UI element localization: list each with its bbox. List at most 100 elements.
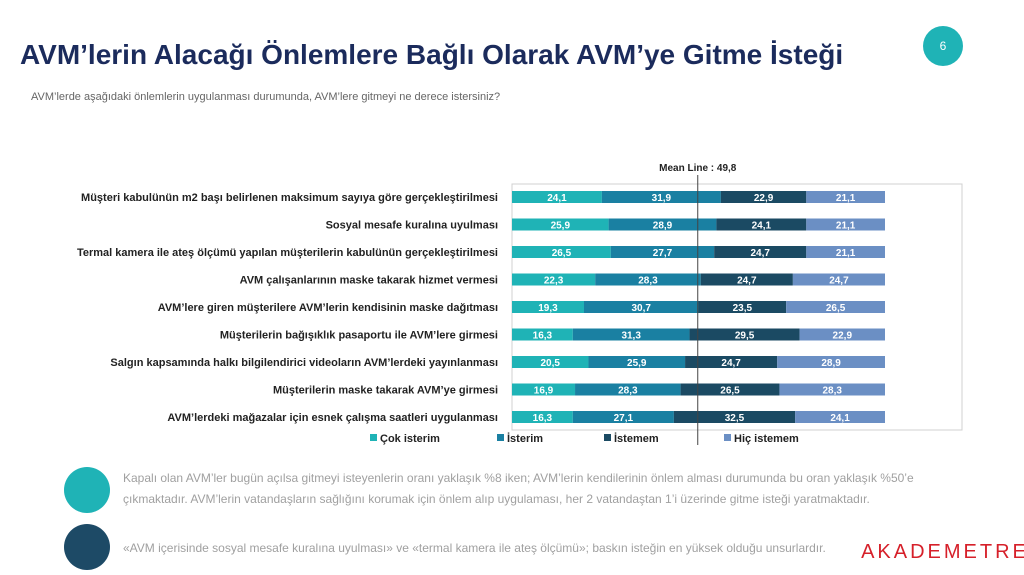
bar-segment xyxy=(512,328,573,341)
bar-segment xyxy=(512,246,611,258)
legend-swatch xyxy=(370,434,377,441)
value-label: 22,3 xyxy=(544,276,564,287)
bar-segment xyxy=(673,411,796,423)
bar-segment xyxy=(777,356,885,368)
bar-segment xyxy=(716,218,807,231)
note-icon xyxy=(64,467,110,513)
bar-segment xyxy=(512,301,584,313)
value-label: 28,3 xyxy=(638,276,658,287)
bar-segment xyxy=(795,411,885,423)
bar-segment xyxy=(806,191,885,203)
value-label: 28,9 xyxy=(821,358,841,369)
value-label: 23,5 xyxy=(733,303,753,314)
chart-subtitle: AVM’lerde aşağıdaki önlemlerin uygulanma… xyxy=(31,91,500,103)
value-label: 19,3 xyxy=(538,303,558,314)
bar-segment xyxy=(601,191,721,203)
bar-segment xyxy=(685,356,778,368)
bar-segment xyxy=(572,411,674,423)
legend-swatch xyxy=(604,434,611,441)
legend-label: Hiç istemem xyxy=(734,433,799,445)
value-label: 31,3 xyxy=(621,331,641,342)
logo: AKADEMETRE xyxy=(861,541,1024,563)
bar-segment xyxy=(786,301,885,313)
legend-swatch xyxy=(724,434,731,441)
value-label: 30,7 xyxy=(632,303,652,314)
category-label: Termal kamera ile ateş ölçümü yapılan mü… xyxy=(77,247,498,259)
value-label: 28,3 xyxy=(822,386,842,397)
value-label: 24,1 xyxy=(752,221,772,232)
bar-segment xyxy=(779,383,885,396)
value-label: 24,7 xyxy=(737,276,757,287)
value-label: 21,1 xyxy=(836,193,856,204)
value-label: 22,9 xyxy=(754,193,774,204)
chart-title: AVM’lerin Alacağı Önlemlere Bağlı Olarak… xyxy=(20,39,843,70)
value-label: 16,3 xyxy=(533,331,553,342)
value-label: 24,1 xyxy=(547,193,567,204)
note: «AVM içerisinde sosyal mesafe kuralına u… xyxy=(123,541,826,555)
value-label: 26,5 xyxy=(552,248,572,259)
category-label: Müşterilerin bağışıklık pasaportu ile AV… xyxy=(220,330,498,342)
value-label: 26,5 xyxy=(720,386,740,397)
value-label: 28,3 xyxy=(618,386,638,397)
bar-segment xyxy=(575,383,681,396)
bar-segment xyxy=(572,328,690,341)
value-label: 24,7 xyxy=(750,248,770,259)
page-badge xyxy=(923,26,963,66)
value-label: 24,1 xyxy=(830,413,850,424)
value-label: 25,9 xyxy=(627,358,647,369)
note-icon xyxy=(64,524,110,570)
page-number: 6 xyxy=(940,39,947,53)
bar-segment xyxy=(700,273,793,286)
value-label: 27,1 xyxy=(614,413,634,424)
legend-swatch xyxy=(497,434,504,441)
category-label: AVM’lerdeki mağazalar için esnek çalışma… xyxy=(167,412,498,424)
value-label: 16,9 xyxy=(534,386,554,397)
bar-segment xyxy=(806,218,885,231)
value-label: 21,1 xyxy=(836,248,856,259)
value-label: 27,7 xyxy=(653,248,673,259)
bar-segment xyxy=(806,246,885,258)
value-label: 28,9 xyxy=(653,221,673,232)
value-label: 21,1 xyxy=(836,221,856,232)
legend-label: İstemem xyxy=(614,432,659,445)
bar-segment xyxy=(595,273,701,286)
bar-segment xyxy=(720,191,807,203)
bar-segment xyxy=(583,301,699,313)
category-label: AVM’lere giren müşterilere AVM’lerin ken… xyxy=(158,302,498,314)
bar-segment xyxy=(608,218,717,231)
bar-segment xyxy=(512,218,609,231)
legend-label: İsterim xyxy=(507,432,543,445)
bar-segment xyxy=(512,191,602,203)
category-label: Müşteri kabulünün m2 başı belirlenen mak… xyxy=(81,192,498,204)
category-label: Müşterilerin maske takarak AVM’ye girmes… xyxy=(273,385,498,397)
bar-segment xyxy=(512,356,589,368)
note: Kapalı olan AVM’ler bugün açılsa gitmeyi… xyxy=(123,471,914,506)
bar-segment xyxy=(689,328,800,341)
value-label: 24,7 xyxy=(829,276,849,287)
value-label: 31,9 xyxy=(652,193,672,204)
bar-segment xyxy=(512,273,596,286)
value-label: 29,5 xyxy=(735,331,755,342)
bar-segment xyxy=(512,383,576,396)
bar-segment xyxy=(698,301,787,313)
legend-label: Çok isterim xyxy=(380,433,440,445)
category-label: Sosyal mesafe kuralına uyulması xyxy=(326,220,498,232)
value-label: 26,5 xyxy=(826,303,846,314)
value-label: 22,9 xyxy=(833,331,853,342)
bar-segment xyxy=(512,411,573,423)
value-label: 32,5 xyxy=(725,413,745,424)
bar-segment xyxy=(714,246,807,258)
bar-segment xyxy=(588,356,686,368)
bar-segment xyxy=(610,246,715,258)
category-label: AVM çalışanlarının maske takarak hizmet … xyxy=(240,275,498,287)
category-label: Salgın kapsamında halkı bilgilendirici v… xyxy=(110,357,498,369)
bar-segment xyxy=(792,273,885,286)
value-label: 20,5 xyxy=(540,358,560,369)
value-label: 24,7 xyxy=(721,358,741,369)
value-label: 16,3 xyxy=(533,413,553,424)
bar-segment xyxy=(680,383,780,396)
mean-line-label: Mean Line : 49,8 xyxy=(659,163,737,174)
bar-segment xyxy=(799,328,885,341)
